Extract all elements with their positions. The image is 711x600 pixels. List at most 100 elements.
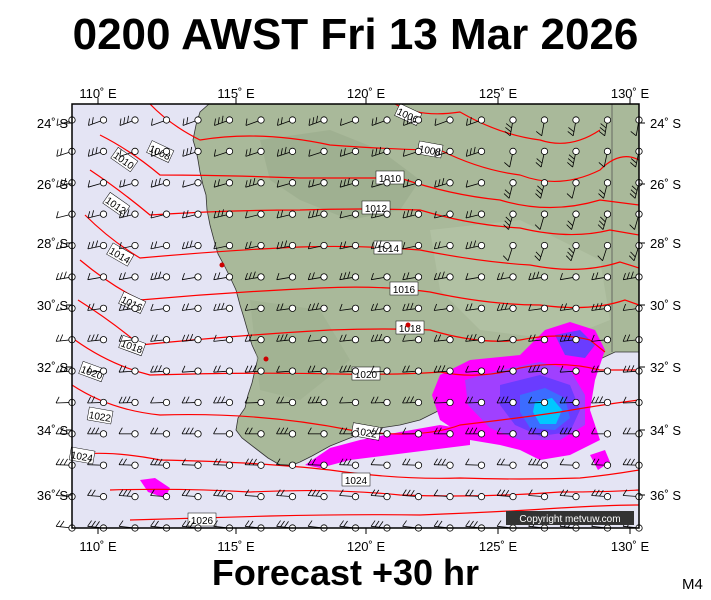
station-circle-icon — [162, 210, 171, 218]
station-circle-icon — [509, 336, 517, 344]
station-circle-icon — [194, 336, 202, 344]
wind-barb-icon — [465, 303, 486, 312]
wind-barb-icon — [182, 210, 202, 219]
station-circle-icon — [288, 241, 297, 250]
longitude-labels-bottom: 110˚ E 115˚ E 120˚ E 125˚ E 130˚ E — [79, 539, 649, 554]
longitude-label: 110˚ E — [79, 86, 117, 101]
wind-barb-icon — [371, 210, 391, 219]
station-circle-icon — [131, 336, 139, 344]
wind-barb-icon — [276, 240, 297, 250]
station-circle-icon — [509, 179, 517, 187]
longitude-label: 130˚ E — [611, 539, 650, 554]
wind-barb-icon — [465, 146, 486, 157]
wind-barb-icon — [308, 179, 328, 188]
isobar-label: 1022 — [354, 426, 378, 441]
wind-barb-icon — [535, 179, 549, 199]
station-circle-icon — [257, 241, 265, 250]
station-circle-icon — [572, 147, 580, 155]
wind-barb-icon — [87, 365, 108, 375]
station-circle-icon — [383, 336, 391, 344]
station-circle-icon — [509, 147, 517, 155]
station-circle-icon — [257, 461, 265, 469]
wind-barb-icon — [465, 210, 486, 219]
wind-barb-icon — [528, 396, 549, 407]
station-circle-icon — [194, 273, 202, 281]
station-circle-icon — [351, 430, 360, 438]
wind-barb-icon — [119, 179, 139, 188]
isobar-label: 1016 — [393, 285, 416, 296]
wind-barb-icon — [87, 272, 108, 281]
wind-barb-icon — [150, 241, 171, 250]
wind-barb-icon — [465, 489, 486, 501]
wind-barb-icon — [496, 365, 517, 375]
wind-barb-icon — [244, 489, 265, 501]
station-circle-icon — [477, 430, 486, 438]
station-circle-icon — [383, 147, 391, 155]
station-circle-icon — [540, 430, 549, 438]
wind-barb-icon — [528, 458, 549, 469]
wind-barb-icon — [599, 116, 612, 137]
station-circle-icon — [414, 493, 423, 501]
station-circle-icon — [288, 430, 297, 438]
wind-barb-icon — [244, 271, 265, 281]
station-circle-icon — [225, 367, 234, 375]
wind-barb-icon — [434, 116, 454, 126]
station-circle-icon — [288, 304, 297, 312]
wind-barb-icon — [244, 365, 265, 375]
wind-barb-icon — [213, 396, 234, 407]
wind-barb-icon — [276, 146, 297, 157]
wind-barb-icon — [502, 241, 517, 262]
station-circle-icon — [572, 273, 580, 281]
station-circle-icon — [131, 116, 139, 124]
wind-barb-icon — [213, 334, 234, 344]
station-circle-icon — [477, 179, 486, 187]
wind-barb-icon — [465, 179, 486, 188]
station-circle-icon — [603, 430, 612, 438]
station-circle-icon — [540, 241, 549, 250]
station-circle-icon — [572, 461, 580, 469]
station-circle-icon — [540, 147, 549, 155]
station-circle-icon — [477, 147, 486, 155]
wind-barb-icon — [276, 396, 297, 407]
wind-barb-icon — [150, 396, 171, 407]
wind-barb-icon — [597, 241, 612, 262]
wind-barb-icon — [87, 489, 108, 501]
wind-barb-icon — [370, 303, 391, 312]
wind-barb-icon — [371, 146, 391, 157]
station-circle-icon — [162, 461, 171, 469]
station-circle-icon — [446, 273, 454, 281]
station-circle-icon — [162, 336, 171, 344]
longitude-label: 115˚ E — [217, 86, 255, 101]
longitude-label: 130˚ E — [611, 86, 650, 101]
wind-barb-icon — [182, 179, 202, 188]
station-circle-icon — [194, 241, 202, 250]
wind-barb-icon — [597, 210, 612, 230]
wind-barb-icon — [87, 240, 108, 250]
station-circle-icon — [320, 304, 328, 312]
station-circle-icon — [351, 273, 360, 281]
station-circle-icon — [320, 493, 328, 501]
station-circle-icon — [540, 493, 549, 501]
station-circle-icon — [162, 147, 171, 155]
isobar-label: 1026 — [191, 516, 214, 527]
wind-barb-icon — [245, 116, 265, 126]
station-circle-icon — [162, 116, 171, 124]
station-circle-icon — [572, 241, 580, 250]
station-circle-icon — [320, 398, 328, 407]
wind-barb-icon — [277, 116, 297, 126]
wind-barb-icon — [598, 179, 612, 199]
wind-barb-icon — [434, 178, 454, 188]
station-circle-icon — [540, 336, 549, 344]
station-circle-icon — [225, 398, 234, 407]
wind-barb-icon — [276, 210, 297, 219]
latitude-label: 32˚ S — [37, 360, 68, 375]
wind-barb-icon — [566, 210, 580, 230]
wind-barb-icon — [244, 241, 265, 250]
wind-barbs — [55, 115, 643, 532]
station-circle-icon — [257, 430, 265, 438]
station-circle-icon — [194, 116, 202, 124]
station-circle-icon — [446, 179, 454, 187]
wind-barb-icon — [339, 241, 360, 250]
station-circle-icon — [162, 241, 171, 250]
wind-barb-icon — [118, 365, 139, 375]
